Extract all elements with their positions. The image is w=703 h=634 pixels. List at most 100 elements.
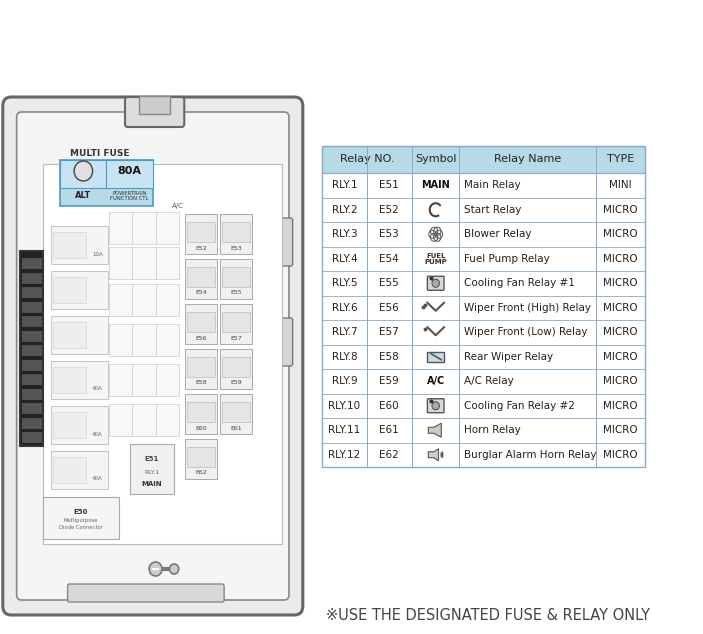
Bar bbox=[222, 402, 250, 422]
Bar bbox=[22, 273, 41, 283]
Text: 40A: 40A bbox=[92, 432, 103, 436]
Circle shape bbox=[434, 233, 437, 236]
Bar bbox=[22, 287, 41, 297]
Text: A/C Relay: A/C Relay bbox=[464, 376, 514, 386]
Text: Relay NO.: Relay NO. bbox=[340, 155, 394, 164]
Bar bbox=[53, 232, 86, 258]
FancyBboxPatch shape bbox=[60, 160, 153, 206]
Bar bbox=[155, 364, 179, 396]
Text: Burglar Alarm Horn Relay: Burglar Alarm Horn Relay bbox=[464, 450, 596, 460]
Bar bbox=[106, 160, 153, 188]
Bar bbox=[139, 96, 170, 114]
FancyBboxPatch shape bbox=[125, 97, 184, 127]
Text: A/C: A/C bbox=[172, 203, 183, 209]
Text: E51: E51 bbox=[145, 456, 159, 462]
Bar bbox=[322, 394, 645, 418]
Text: A/C: A/C bbox=[427, 376, 445, 386]
Bar bbox=[53, 277, 86, 303]
Text: Cooling Fan Relay #1: Cooling Fan Relay #1 bbox=[464, 278, 575, 288]
Text: MINI: MINI bbox=[610, 180, 632, 190]
Text: RLY.3: RLY.3 bbox=[332, 230, 357, 239]
Bar bbox=[221, 259, 252, 299]
Bar bbox=[22, 374, 41, 384]
Text: E53: E53 bbox=[379, 230, 399, 239]
Bar bbox=[322, 173, 645, 198]
Text: RLY.1: RLY.1 bbox=[144, 470, 160, 474]
Text: E52: E52 bbox=[379, 205, 399, 215]
Bar bbox=[222, 222, 250, 242]
Bar bbox=[322, 320, 645, 344]
Text: ALT: ALT bbox=[75, 191, 91, 200]
Text: 10A: 10A bbox=[92, 252, 103, 257]
Text: E52: E52 bbox=[195, 245, 207, 250]
Text: E57: E57 bbox=[379, 327, 399, 337]
Bar bbox=[185, 304, 217, 344]
Text: E62: E62 bbox=[379, 450, 399, 460]
Text: MICRO: MICRO bbox=[603, 352, 638, 362]
Polygon shape bbox=[428, 424, 441, 437]
Text: Symbol: Symbol bbox=[415, 155, 456, 164]
FancyBboxPatch shape bbox=[427, 399, 444, 413]
Text: MAIN: MAIN bbox=[421, 180, 450, 190]
Bar bbox=[221, 394, 252, 434]
Text: RLY.8: RLY.8 bbox=[332, 352, 357, 362]
Text: RLY.9: RLY.9 bbox=[332, 376, 357, 386]
Text: RLY.1: RLY.1 bbox=[332, 180, 357, 190]
Text: Start Relay: Start Relay bbox=[464, 205, 522, 215]
Bar bbox=[322, 443, 645, 467]
Text: E54: E54 bbox=[379, 254, 399, 264]
Bar bbox=[22, 389, 41, 399]
Bar bbox=[322, 146, 645, 467]
Text: Main Relay: Main Relay bbox=[464, 180, 521, 190]
Bar bbox=[222, 312, 250, 332]
Bar bbox=[185, 214, 217, 254]
Text: TYPE: TYPE bbox=[607, 155, 634, 164]
Text: Multipurpose
Diode Connector: Multipurpose Diode Connector bbox=[58, 519, 103, 529]
Bar bbox=[222, 357, 250, 377]
Text: Cooling Fan Relay #2: Cooling Fan Relay #2 bbox=[464, 401, 575, 411]
Bar bbox=[187, 267, 215, 287]
Text: E56: E56 bbox=[379, 303, 399, 313]
Text: POWERTRAIN
FUNCTION CTL: POWERTRAIN FUNCTION CTL bbox=[110, 191, 149, 202]
Text: 40A: 40A bbox=[92, 477, 103, 481]
Circle shape bbox=[149, 562, 162, 576]
FancyBboxPatch shape bbox=[17, 112, 289, 600]
Circle shape bbox=[432, 279, 439, 287]
Text: E50: E50 bbox=[73, 509, 88, 515]
Text: E59: E59 bbox=[231, 380, 242, 385]
Bar bbox=[22, 359, 41, 370]
Bar bbox=[155, 284, 179, 316]
Bar bbox=[155, 247, 179, 279]
FancyBboxPatch shape bbox=[278, 218, 292, 266]
Bar bbox=[322, 271, 645, 295]
Bar bbox=[132, 364, 155, 396]
Bar bbox=[22, 302, 41, 311]
Bar bbox=[222, 267, 250, 287]
Bar bbox=[187, 312, 215, 332]
Bar bbox=[132, 212, 155, 244]
Bar bbox=[155, 324, 179, 356]
Bar bbox=[53, 412, 86, 438]
Text: 80A: 80A bbox=[117, 166, 141, 176]
Text: E61: E61 bbox=[231, 425, 242, 430]
Text: RLY.11: RLY.11 bbox=[328, 425, 361, 436]
Bar bbox=[132, 404, 155, 436]
Text: RLY.2: RLY.2 bbox=[332, 205, 357, 215]
Bar bbox=[109, 284, 132, 316]
Text: E60: E60 bbox=[379, 401, 399, 411]
Text: ※USE THE DESIGNATED FUSE & RELAY ONLY: ※USE THE DESIGNATED FUSE & RELAY ONLY bbox=[326, 609, 650, 623]
Text: MICRO: MICRO bbox=[603, 376, 638, 386]
Text: 40A: 40A bbox=[92, 387, 103, 392]
Bar bbox=[322, 198, 645, 222]
Text: RLY.4: RLY.4 bbox=[332, 254, 357, 264]
FancyBboxPatch shape bbox=[3, 97, 303, 615]
Bar bbox=[185, 259, 217, 299]
Bar bbox=[22, 432, 41, 442]
Text: MICRO: MICRO bbox=[603, 254, 638, 264]
Bar bbox=[185, 349, 217, 389]
Bar bbox=[53, 322, 86, 348]
Text: E59: E59 bbox=[379, 376, 399, 386]
Bar bbox=[51, 316, 108, 354]
Bar bbox=[322, 369, 645, 394]
Bar bbox=[109, 324, 132, 356]
